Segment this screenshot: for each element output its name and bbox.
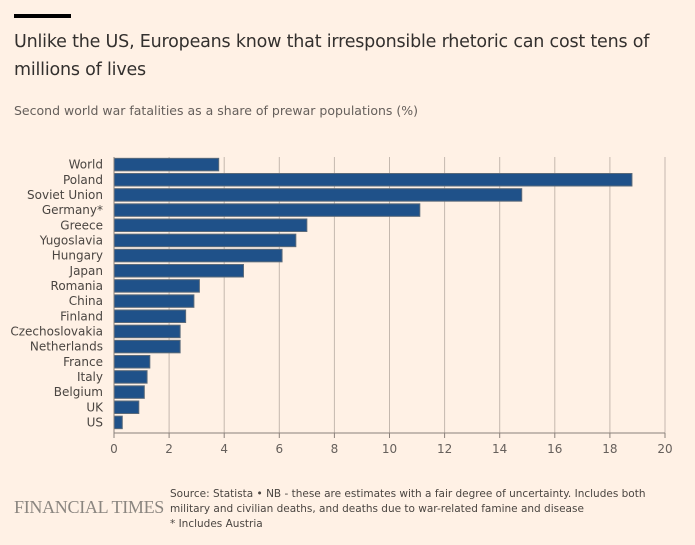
- ft-logo: FINANCIAL TIMES: [14, 497, 165, 517]
- bar: [113, 233, 297, 248]
- x-tick-label: 20: [657, 442, 672, 456]
- austria-note: * Includes Austria: [170, 518, 263, 530]
- bar: [113, 294, 195, 308]
- category-label: Romania: [51, 279, 103, 293]
- category-label: Finland: [60, 309, 103, 323]
- bar: [113, 385, 145, 399]
- x-tick-label: 14: [492, 442, 507, 456]
- bar: [113, 264, 244, 278]
- x-tick-label: 12: [437, 442, 452, 456]
- bar: [113, 203, 421, 217]
- bar: [113, 173, 633, 187]
- category-label: US: [87, 415, 103, 429]
- x-tick-label: 16: [547, 442, 562, 456]
- bar: [113, 324, 181, 339]
- category-label: Czechoslovakia: [10, 324, 103, 338]
- chart-title: Unlike the US, Europeans know that irres…: [14, 32, 650, 80]
- bar: [113, 400, 140, 414]
- category-label: Japan: [69, 264, 103, 278]
- x-tick-label: 0: [110, 442, 118, 456]
- bar: [113, 415, 123, 430]
- category-label: UK: [86, 400, 104, 414]
- category-label: Greece: [60, 218, 103, 232]
- category-label: World: [69, 158, 103, 172]
- bar: [113, 218, 308, 232]
- category-label: Netherlands: [30, 340, 103, 354]
- bar: [113, 188, 523, 202]
- category-label: Soviet Union: [27, 188, 103, 202]
- bar: [113, 370, 148, 384]
- source-note: Source: Statista • NB - these are estima…: [170, 488, 646, 515]
- bar: [113, 248, 283, 263]
- category-label: Italy: [77, 370, 103, 384]
- ft-accent-bar: [14, 14, 71, 18]
- x-tick-label: 2: [165, 442, 173, 456]
- x-tick-label: 18: [602, 442, 617, 456]
- bar: [113, 339, 181, 354]
- bar: [113, 355, 151, 369]
- bar: [113, 157, 220, 172]
- category-label: Yugoslavia: [39, 233, 103, 247]
- x-tick-label: 6: [275, 442, 283, 456]
- category-label: France: [63, 355, 103, 369]
- footnote: Source: Statista • NB - these are estima…: [170, 487, 685, 532]
- x-tick-label: 10: [382, 442, 397, 456]
- x-tick-label: 8: [331, 442, 339, 456]
- category-label: Belgium: [54, 385, 103, 399]
- category-label: Hungary: [52, 249, 103, 263]
- category-label: China: [69, 294, 103, 308]
- category-label: Germany*: [42, 203, 103, 217]
- chart-subtitle: Second world war fatalities as a share o…: [14, 103, 419, 118]
- category-label: Poland: [63, 173, 103, 187]
- x-tick-label: 4: [220, 442, 228, 456]
- bar: [113, 279, 200, 293]
- bar: [113, 309, 187, 323]
